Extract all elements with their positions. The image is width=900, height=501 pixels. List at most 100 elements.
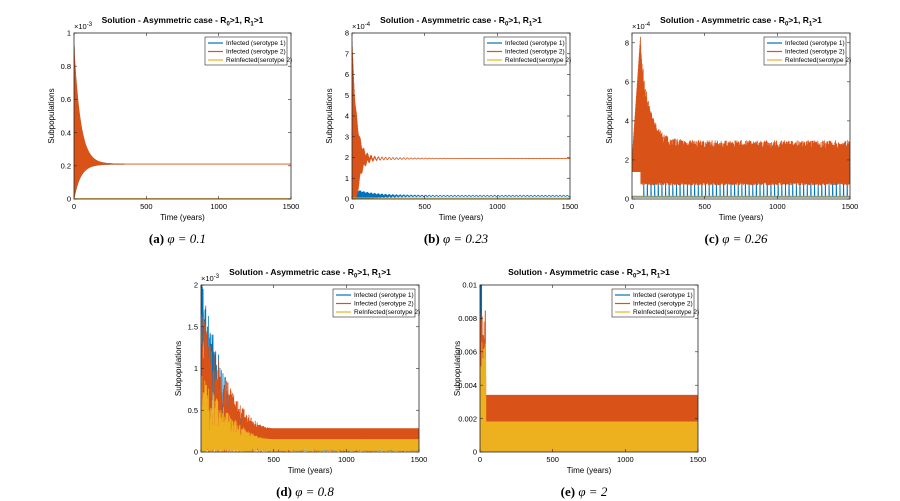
series-group bbox=[480, 285, 698, 452]
caption-tag: (b) bbox=[424, 231, 440, 246]
x-axis-label: Time (years) bbox=[567, 466, 612, 475]
y-tick-label: 0 bbox=[194, 448, 198, 457]
y-exponent-label: ×10-3 bbox=[201, 274, 220, 283]
series-line-1 bbox=[632, 169, 850, 198]
y-tick-label: 0.2 bbox=[61, 162, 71, 171]
y-tick-label: 6 bbox=[345, 70, 349, 79]
legend-entry-1: Infected (serotype 1) bbox=[633, 292, 693, 299]
y-exponent-label: ×10-4 bbox=[352, 22, 371, 31]
axes-box bbox=[73, 32, 292, 200]
x-axis-label: Time (years) bbox=[160, 213, 205, 222]
axes-box bbox=[479, 284, 699, 453]
y-exponent-power: -3 bbox=[87, 22, 93, 28]
legend-entry-1: Infected (serotype 1) bbox=[226, 40, 286, 47]
caption-tag: (c) bbox=[705, 231, 719, 246]
x-tick-label: 1000 bbox=[338, 455, 355, 464]
y-exponent-power: -3 bbox=[214, 274, 220, 280]
x-axis-label: Time (years) bbox=[288, 466, 333, 475]
series-line-1 bbox=[352, 187, 570, 199]
series-group bbox=[632, 36, 850, 198]
chart-title-sub0: 0 bbox=[354, 274, 358, 280]
y-tick-label: 1 bbox=[345, 174, 349, 183]
caption-expression: φ = 0.23 bbox=[443, 231, 489, 246]
y-tick-label: 5 bbox=[345, 91, 349, 100]
series-line-2 bbox=[632, 36, 850, 186]
chart-title-sub0: 0 bbox=[505, 22, 509, 28]
y-axis-label: Subpopulations bbox=[174, 341, 183, 396]
x-tick-label: 500 bbox=[698, 202, 711, 211]
legend: Infected (serotype 1) Infected (serotype … bbox=[763, 36, 851, 66]
series-line-3 bbox=[480, 342, 698, 452]
chart-title-sub0: 0 bbox=[633, 274, 637, 280]
caption-tag: (d) bbox=[276, 484, 292, 499]
caption-tag: (e) bbox=[561, 484, 575, 499]
x-tick-label: 1500 bbox=[842, 202, 859, 211]
caption-tag: (a) bbox=[149, 231, 164, 246]
y-exponent-label: ×10-3 bbox=[74, 22, 93, 31]
x-tick-label: 1000 bbox=[617, 455, 634, 464]
panel-b: 0 500 1000 1500 0 1 2 3 4 5 6 7 8×10-4 Solution - Asy… bbox=[325, 15, 578, 246]
x-tick-label: 0 bbox=[478, 455, 482, 464]
y-axis-label: Subpopulations bbox=[605, 88, 614, 143]
legend-entry-2: Infected (serotype 2) bbox=[226, 49, 286, 56]
legend: Infected (serotype 1) Infected (serotype … bbox=[611, 288, 699, 318]
y-tick-label: 3 bbox=[345, 132, 349, 141]
x-tick-label: 0 bbox=[72, 202, 76, 211]
chart-title-main: Solution - Asymmetric case - R bbox=[660, 15, 785, 25]
y-axis-label: Subpopulations bbox=[47, 88, 56, 143]
axes-box bbox=[631, 32, 851, 200]
legend: Infected (serotype 1) Infected (serotype … bbox=[332, 288, 420, 318]
y-tick-label: 8 bbox=[345, 29, 349, 38]
x-tick-label: 1500 bbox=[562, 202, 579, 211]
x-axis-label: Time (years) bbox=[719, 213, 764, 222]
legend-entry-2: Infected (serotype 2) bbox=[633, 301, 693, 308]
x-tick-label: 1500 bbox=[283, 202, 300, 211]
y-tick-label: 7 bbox=[345, 49, 349, 58]
y-tick-label: 6 bbox=[625, 78, 629, 87]
y-tick-label: 2 bbox=[194, 281, 198, 290]
chart-title-mid: >1, R bbox=[357, 267, 378, 277]
chart-title-main: Solution - Asymmetric case - R bbox=[102, 15, 227, 25]
y-tick-label: 4 bbox=[625, 117, 629, 126]
legend: Infected (serotype 1) Infected (serotype … bbox=[483, 36, 571, 66]
x-axis-label: Time (years) bbox=[439, 213, 484, 222]
y-exponent-base: ×10 bbox=[74, 22, 87, 31]
y-tick-label: 0.002 bbox=[458, 414, 477, 423]
chart-title-end: >1 bbox=[660, 267, 670, 277]
chart-title: Solution - Asymmetric case - R0>1, R1>1 bbox=[229, 267, 391, 280]
series-group bbox=[352, 41, 570, 199]
legend-entry-3: ReInfected(serotype 2) bbox=[785, 57, 851, 64]
legend-entry-2: Infected (serotype 2) bbox=[505, 49, 565, 56]
panel-caption: (b) φ = 0.23 bbox=[424, 231, 489, 246]
caption-expression: φ = 2 bbox=[578, 484, 607, 499]
panel-c: 0 500 1000 1500 0 2 4 6 8×10-4 Solution - Asymmet… bbox=[605, 15, 858, 246]
chart-title-sub1: 1 bbox=[809, 22, 813, 28]
chart-title-end: >1 bbox=[532, 15, 542, 25]
chart-title-mid: >1, R bbox=[788, 15, 809, 25]
series-line-3 bbox=[201, 376, 419, 452]
chart-title-end: >1 bbox=[381, 267, 391, 277]
x-tick-label: 1000 bbox=[489, 202, 506, 211]
y-exponent-power: -4 bbox=[645, 22, 651, 28]
chart-title-end: >1 bbox=[254, 15, 264, 25]
panel-caption: (a) φ = 0.1 bbox=[149, 231, 206, 246]
caption-expression: φ = 0.26 bbox=[722, 231, 768, 246]
chart-title-mid: >1, R bbox=[636, 267, 657, 277]
chart-title-sub1: 1 bbox=[378, 274, 382, 280]
x-tick-label: 500 bbox=[546, 455, 559, 464]
x-tick-label: 0 bbox=[630, 202, 634, 211]
chart-title: Solution - Asymmetric case - R0>1, R1>1 bbox=[102, 15, 264, 28]
chart-title: Solution - Asymmetric case - R0>1, R1>1 bbox=[660, 15, 822, 28]
x-tick-label: 1500 bbox=[411, 455, 428, 464]
legend-entry-1: Infected (serotype 1) bbox=[354, 292, 414, 299]
y-tick-label: 1.5 bbox=[188, 322, 198, 331]
y-axis-label: Subpopulations bbox=[325, 88, 334, 143]
series-group bbox=[201, 285, 419, 452]
chart-title-mid: >1, R bbox=[508, 15, 529, 25]
y-tick-label: 4 bbox=[345, 112, 349, 121]
y-tick-label: 1 bbox=[194, 364, 198, 373]
legend-entry-3: ReInfected(serotype 2) bbox=[226, 57, 292, 64]
y-tick-label: 0 bbox=[345, 195, 349, 204]
